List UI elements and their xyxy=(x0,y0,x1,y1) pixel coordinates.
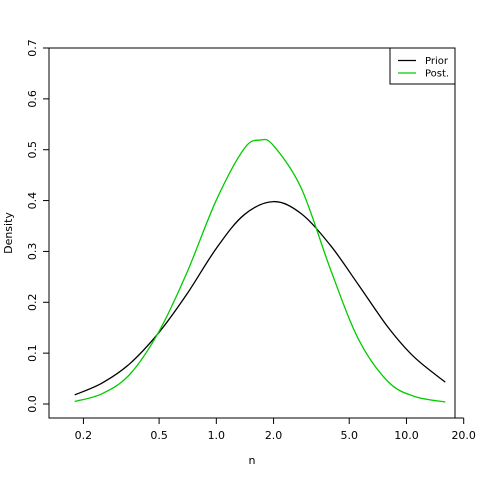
y-tick-label: 0.3 xyxy=(26,243,39,261)
series-line-prior xyxy=(74,200,446,396)
legend: Prior Post. xyxy=(389,47,456,85)
y-tick-label: 0.1 xyxy=(26,344,39,362)
legend-label: Prior xyxy=(425,56,449,67)
x-tick-label: 0.2 xyxy=(75,429,93,442)
y-tick-label: 0.2 xyxy=(26,294,39,312)
y-tick-label: 0.0 xyxy=(26,395,39,413)
x-tick-label: 5.0 xyxy=(340,429,358,442)
x-tick-label: 0.5 xyxy=(150,429,168,442)
plot-frame xyxy=(48,47,456,419)
x-tick-label: 10.0 xyxy=(394,429,419,442)
series-lines xyxy=(74,138,446,403)
y-tick-label: 0.6 xyxy=(26,90,39,108)
legend-label: Post. xyxy=(425,69,449,80)
legend-box xyxy=(389,47,456,85)
y-tick-label: 0.5 xyxy=(26,141,39,159)
x-tick-label: 20.0 xyxy=(451,429,476,442)
x-axis-label: n xyxy=(249,454,256,467)
series-line-post xyxy=(74,138,446,403)
x-tick-label: 2.0 xyxy=(265,429,283,442)
axes: 0.2 0.5 1.0 2.0 5.0 10.0 20.0 0.0 0.1 0.2 0.3 0.4 0.… xyxy=(26,39,476,442)
y-tick-label: 0.7 xyxy=(26,39,39,57)
y-axis-label: Density xyxy=(2,212,15,254)
y-tick-label: 0.4 xyxy=(26,192,39,210)
x-tick-label: 1.0 xyxy=(208,429,226,442)
